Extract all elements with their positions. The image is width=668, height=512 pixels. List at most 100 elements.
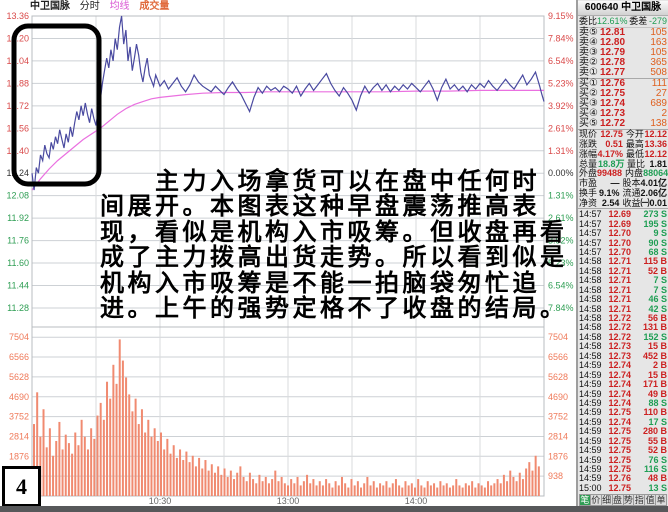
volume-bar — [210, 464, 213, 496]
tick-volume-side: 52 B — [647, 445, 667, 456]
tick-row[interactable]: 14:58 12.71 42 S — [579, 304, 667, 313]
tick-row[interactable]: 14:59 12.74 88 S — [579, 397, 667, 408]
volume-bar — [77, 445, 80, 496]
volume-bar — [480, 485, 483, 496]
tick-row[interactable]: 14:59 12.75 76 S — [579, 455, 667, 464]
panel-tab-4[interactable]: 势 — [623, 494, 635, 506]
tick-row[interactable]: 14:57 12.70 68 S — [579, 246, 667, 257]
tick-row[interactable]: 14:59 12.76 48 B — [579, 474, 667, 483]
volume-bar — [499, 483, 502, 496]
tick-price: 12.70 — [608, 246, 631, 257]
tick-row[interactable]: 14:59 12.74 17 S — [579, 417, 667, 427]
volume-bar — [242, 476, 245, 496]
tick-row[interactable]: 14:59 12.74 49 B — [579, 389, 667, 398]
volume-bar — [125, 377, 128, 496]
tick-row[interactable]: 14:58 12.72 131 B — [579, 323, 667, 332]
tick-time: 14:59 — [579, 388, 602, 399]
price-axis-label: 13.04 — [6, 56, 29, 66]
tick-row[interactable]: 14:59 12.75 116 S — [579, 465, 667, 474]
tick-row[interactable]: 14:59 12.75 52 B — [579, 446, 667, 455]
ask-price: 12.77 — [600, 67, 626, 78]
weicha-value: -279 — [649, 16, 668, 26]
tick-row[interactable]: 14:58 12.71 46 S — [579, 295, 667, 304]
tick-time: 14:58 — [579, 350, 602, 361]
tick-price: 12.71 — [608, 275, 631, 286]
tick-time: 14:57 — [579, 218, 602, 229]
weibi-value: 12.61% — [597, 16, 628, 26]
stock-title-bar[interactable]: 600640 中卫国脉 — [578, 1, 668, 16]
tick-row[interactable]: 14:58 12.72 56 B — [579, 314, 667, 323]
bid-volume: 138 — [650, 118, 667, 129]
volume-bar — [452, 485, 455, 496]
volume-bar — [223, 468, 226, 496]
volume-bar — [33, 424, 35, 496]
annotation-line: 成了主力拨高出货走势。所以看到似是 — [100, 245, 568, 272]
tick-time: 14:59 — [579, 379, 602, 390]
tick-row[interactable]: 15:00 12.75 13 S — [579, 482, 667, 493]
stat-label: 外盘 — [579, 168, 598, 179]
volume-bar — [302, 481, 305, 496]
tick-row[interactable]: 14:58 12.71 52 B — [579, 266, 667, 276]
percent-axis-label: 2.61% — [548, 213, 574, 223]
intraday-chart-canvas[interactable]: 13.36 9.15% 13.20 7.84% 13.04 6.54% 12.88 5.23%… — [0, 0, 576, 506]
tick-row[interactable]: 14:59 12.75 55 B — [579, 436, 667, 446]
price-axis-label: 12.88 — [6, 78, 29, 88]
tick-time: 14:58 — [579, 294, 602, 305]
tick-row[interactable]: 14:58 12.71 7 S — [579, 284, 667, 295]
panel-tab-1[interactable]: 价 — [590, 494, 602, 506]
volume-bar — [128, 394, 131, 496]
tick-row[interactable]: 14:59 12.75 280 B — [579, 427, 667, 436]
bid-row: 买⑤ 12.72 138 — [579, 119, 667, 129]
stat-label: 今开 — [625, 129, 644, 140]
tick-row[interactable]: 14:59 12.74 15 B — [579, 370, 667, 379]
volume-bar — [426, 481, 429, 496]
panel-tab-0[interactable]: 笔 — [579, 494, 591, 506]
volume-bar — [106, 381, 109, 496]
tick-row[interactable]: 14:58 12.73 15 B — [579, 342, 667, 351]
volume-bar — [306, 474, 309, 496]
tick-row[interactable]: 14:58 12.71 7 S — [579, 276, 667, 285]
tick-row[interactable]: 14:58 12.73 452 B — [579, 350, 667, 361]
tick-by-tick-list[interactable]: 14:57 12.69 273 S 14:57 12.69 195 S 14:57 12.70… — [579, 210, 667, 493]
price-axis-label: 13.36 — [6, 11, 29, 21]
tick-row[interactable]: 14:59 12.74 2 B — [579, 361, 667, 370]
window-bottom-edge — [0, 506, 668, 512]
volume-bar — [245, 481, 248, 496]
chart-mode-label[interactable]: 分时 — [79, 1, 100, 12]
panel-tab-2[interactable]: 细 — [601, 494, 613, 506]
price-axis-label: 12.24 — [6, 168, 29, 178]
percent-axis-label: 6.54% — [548, 281, 574, 291]
percent-axis-label: 3.92% — [548, 101, 574, 111]
volume-bar — [528, 462, 531, 496]
tick-volume-side: 115 B — [643, 256, 667, 267]
tick-row[interactable]: 14:57 12.69 273 S — [579, 210, 667, 219]
panel-tab-6[interactable]: 值 — [645, 494, 657, 506]
tick-time: 14:59 — [579, 473, 602, 484]
tick-row[interactable]: 14:57 12.69 195 S — [579, 219, 667, 228]
tick-row[interactable]: 14:58 12.71 115 B — [579, 257, 667, 266]
price-axis-label: 13.20 — [6, 33, 29, 43]
tick-row[interactable]: 14:57 12.70 90 S — [579, 238, 667, 247]
panel-tab-5[interactable]: 指 — [634, 494, 646, 506]
tick-row[interactable]: 14:58 12.72 152 S — [579, 332, 667, 342]
tick-price: 12.74 — [608, 369, 631, 380]
tick-price: 12.70 — [608, 228, 631, 239]
volume-bar — [483, 487, 486, 496]
tick-time: 14:58 — [579, 284, 602, 295]
bid-volume: 111 — [651, 78, 667, 89]
panel-tab-3[interactable]: 盘 — [612, 494, 624, 506]
tick-price: 12.69 — [608, 218, 631, 229]
stat-label: 涨幅 — [579, 148, 598, 159]
highlight-rect — [11, 23, 102, 187]
panel-tab-7[interactable]: 单 — [656, 494, 667, 506]
tick-row[interactable]: 14:57 12.70 9 S — [579, 229, 667, 238]
tick-price: 12.75 — [608, 482, 631, 493]
ask-level-label: 卖④ — [579, 37, 598, 48]
tick-volume-side: 88 S — [648, 397, 667, 408]
tick-row[interactable]: 14:59 12.74 171 B — [579, 380, 667, 389]
stat-value: 12.12 — [644, 148, 667, 159]
tick-row[interactable]: 14:59 12.75 110 B — [579, 408, 667, 417]
volume-bar — [318, 481, 321, 496]
annotation-line: 机构入市吸筹是不能一拍脑袋匆忙追 — [100, 270, 540, 297]
volume-bar — [182, 460, 185, 496]
